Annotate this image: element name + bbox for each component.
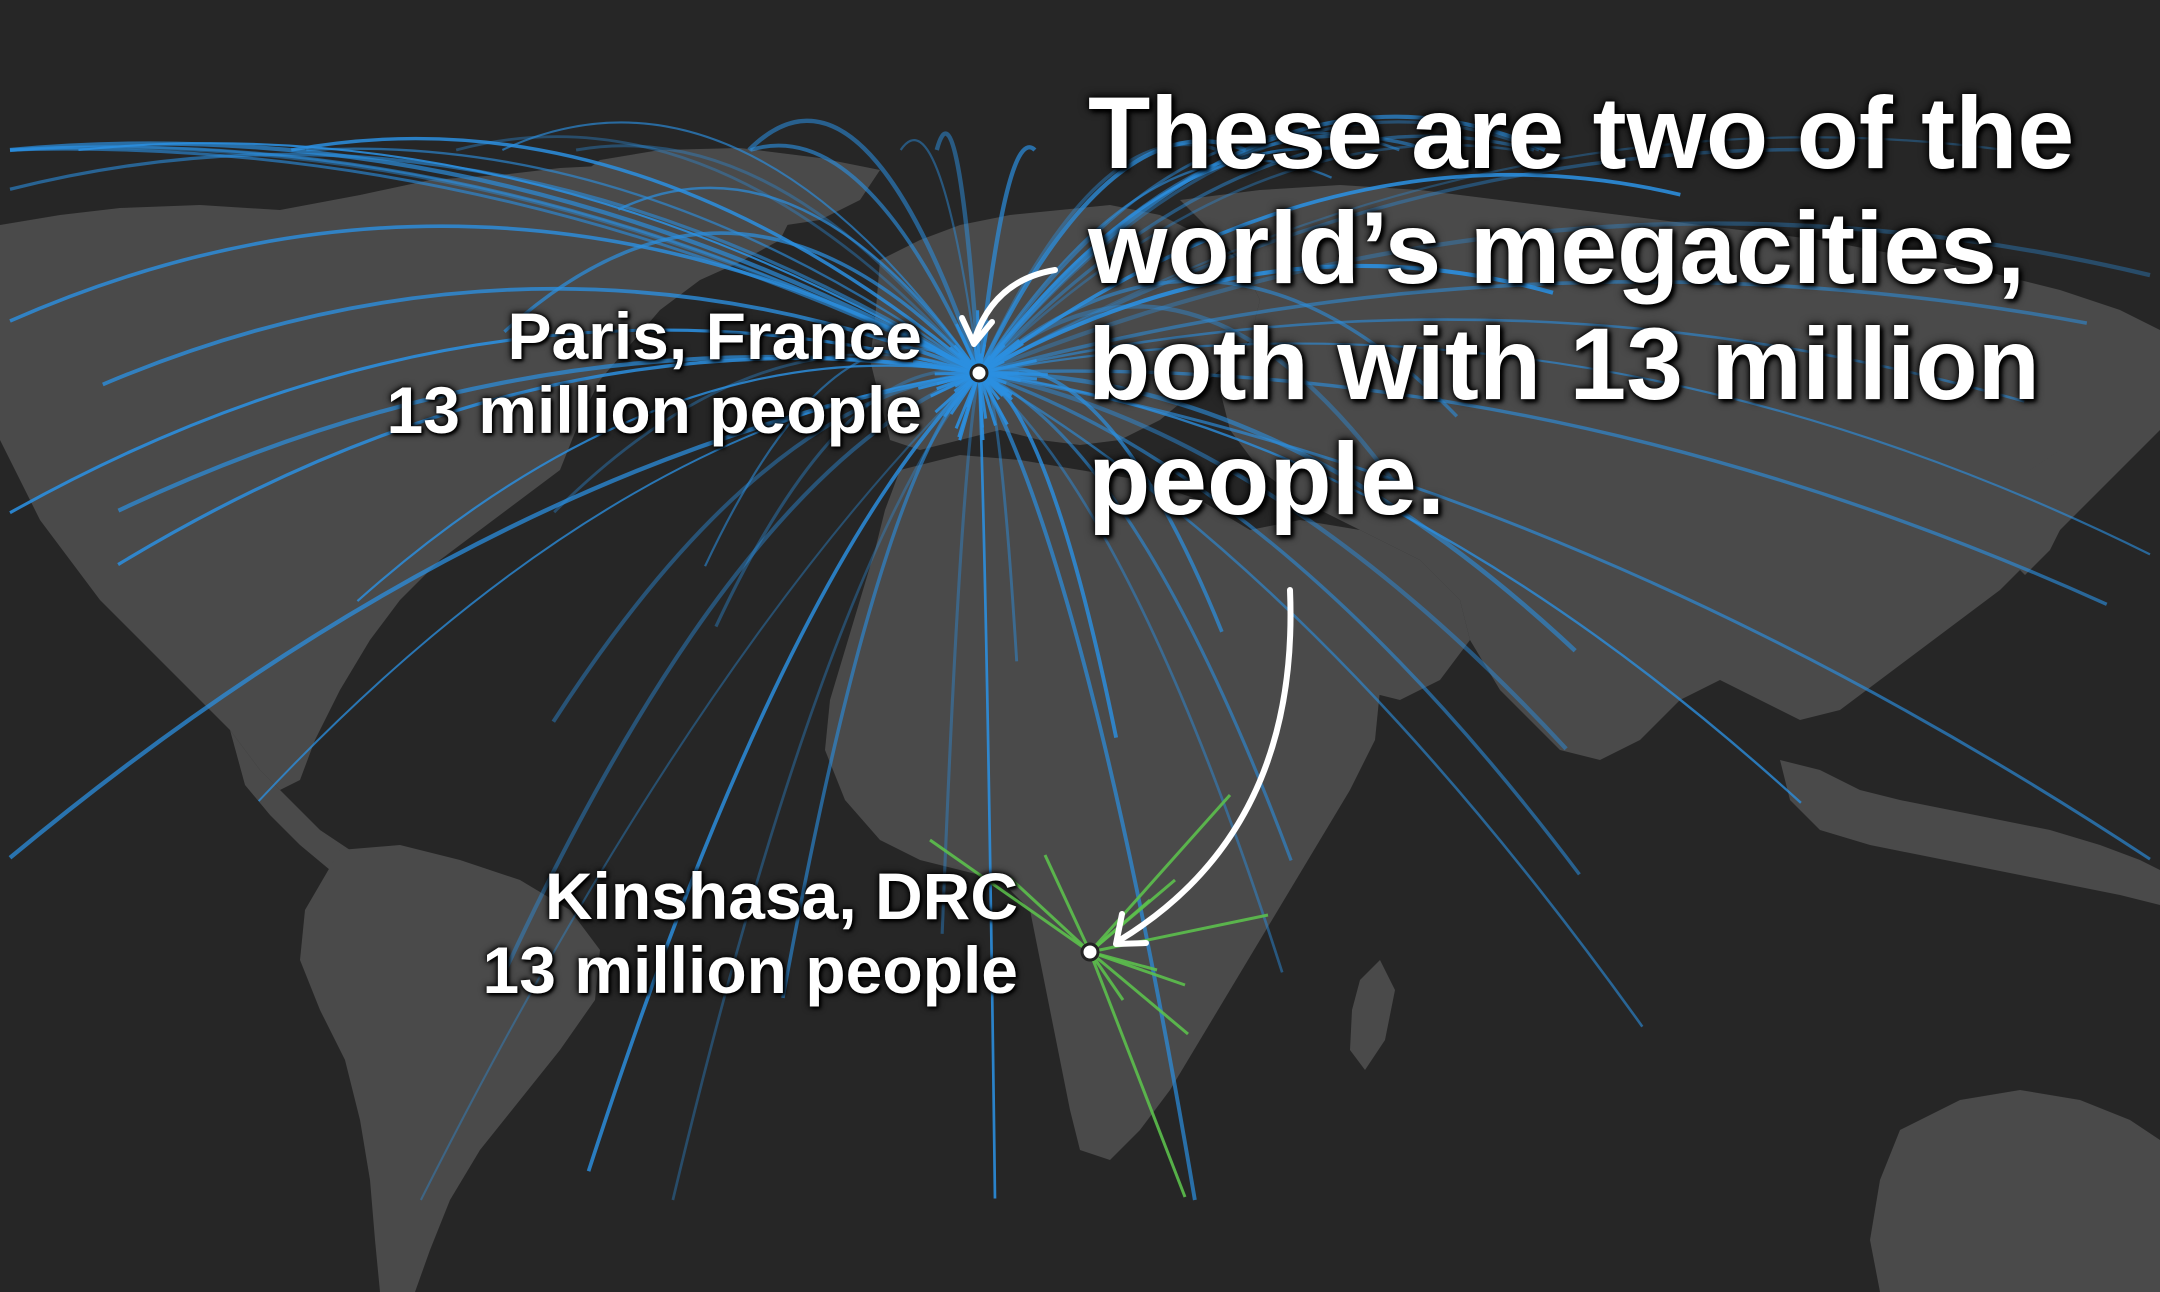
headline-line: world’s megacities, bbox=[1088, 191, 2026, 306]
paris-connection-line bbox=[978, 369, 2108, 606]
kinshasa-arrow bbox=[1117, 587, 1294, 943]
paris-connection-line bbox=[117, 354, 980, 513]
paris-connection-line bbox=[977, 114, 1546, 375]
headline: These are two of the world’s megacities,… bbox=[1088, 76, 2148, 537]
kinshasa-label: Kinshasa, DRC 13 million people bbox=[200, 859, 1018, 1008]
paris-connection-line bbox=[978, 371, 1284, 973]
paris-connection-line bbox=[978, 342, 2151, 556]
kinshasa-marker bbox=[1080, 942, 1100, 962]
paris-connection-line bbox=[714, 369, 980, 628]
kinshasa-connection-line bbox=[1088, 951, 1187, 1198]
kinshasa-connection-lines bbox=[929, 794, 1269, 1198]
paris-connection-line bbox=[9, 147, 980, 375]
paris-connection-line bbox=[977, 159, 1333, 374]
north-america bbox=[0, 162, 800, 790]
paris-connection-line bbox=[9, 328, 980, 515]
paris-connection-line bbox=[977, 139, 1247, 374]
paris-connection-line bbox=[977, 372, 1197, 1201]
paris-connection-line bbox=[978, 143, 1517, 374]
paris-connection-line bbox=[978, 136, 2005, 374]
paris-label: Paris, France 13 million people bbox=[180, 299, 922, 448]
central-america bbox=[230, 730, 370, 880]
paris-burst-line bbox=[977, 372, 1009, 426]
paris-connection-line bbox=[977, 134, 1535, 375]
paris-connection-line bbox=[934, 131, 982, 374]
headline-line: These are two of the bbox=[1088, 76, 2075, 190]
paris-connection-line bbox=[419, 372, 980, 1201]
paris-connection-line bbox=[978, 371, 1644, 1028]
paris-connection-line bbox=[977, 263, 1554, 375]
kinshasa-connection-line bbox=[1089, 950, 1158, 972]
south-america bbox=[300, 845, 600, 1292]
paris-connection-line bbox=[9, 141, 981, 375]
paris-connection-line bbox=[747, 118, 982, 374]
kinshasa-connection-line bbox=[1088, 794, 1232, 953]
asia bbox=[1180, 185, 2160, 760]
paris-city-name: Paris, France bbox=[507, 299, 922, 373]
kinshasa-connection-line bbox=[929, 838, 1091, 954]
paris-population: 13 million people bbox=[386, 372, 922, 447]
paris-connection-line bbox=[978, 280, 2088, 375]
paris-connection-line bbox=[940, 372, 981, 934]
kinshasa-city-name: Kinshasa, DRC bbox=[544, 859, 1018, 933]
kinshasa-connection-line bbox=[1008, 876, 1092, 954]
paris-burst-line bbox=[958, 372, 981, 441]
headline-line: people. bbox=[1088, 421, 1446, 536]
paris-arrow bbox=[972, 267, 1058, 341]
paris-connection-line bbox=[671, 372, 981, 1201]
paris-connection-line bbox=[8, 370, 980, 860]
paris-connection-line bbox=[493, 371, 980, 995]
australia bbox=[1870, 1090, 2160, 1292]
paris-connection-line bbox=[9, 145, 980, 375]
paris-marker bbox=[969, 363, 989, 383]
kinshasa-arrow-head bbox=[1113, 911, 1149, 947]
kinshasa-connection-line bbox=[1088, 951, 1125, 1001]
paris-connection-line bbox=[899, 139, 981, 374]
paris-connection-line bbox=[586, 371, 981, 1172]
paris-connection-line bbox=[290, 136, 981, 375]
africa bbox=[825, 455, 1380, 1160]
paris-connection-line bbox=[575, 144, 981, 374]
headline-line: both with 13 million bbox=[1088, 306, 2040, 421]
paris-connection-line bbox=[978, 370, 1577, 653]
paris-connection-line bbox=[102, 286, 980, 387]
kinshasa-population: 13 million people bbox=[482, 932, 1018, 1007]
paris-connection-line bbox=[977, 372, 997, 1199]
paris-connection-line bbox=[617, 186, 981, 374]
paris-connection-line bbox=[978, 370, 1568, 751]
paris-connection-line bbox=[978, 371, 1293, 862]
kinshasa-connection-line bbox=[1043, 854, 1092, 953]
paris-connection-line bbox=[978, 371, 1581, 876]
paris-connection-line bbox=[978, 371, 2151, 861]
paris-connection-line bbox=[978, 147, 1829, 375]
paris-connection-line bbox=[977, 172, 1681, 375]
land-masses bbox=[0, 148, 2160, 1292]
southeast-asia bbox=[1780, 760, 2160, 905]
paris-burst-line bbox=[978, 359, 1037, 375]
paris-connection-line bbox=[978, 221, 2151, 375]
paris-connection-line bbox=[978, 318, 2025, 403]
arabia bbox=[1250, 520, 1470, 700]
paris-connection-line bbox=[356, 364, 980, 602]
paris-connection-line bbox=[306, 147, 980, 374]
kinshasa-connection-line bbox=[1089, 950, 1189, 1036]
paris-connection-line bbox=[978, 366, 1224, 633]
madagascar bbox=[1350, 960, 1395, 1070]
japan bbox=[2010, 450, 2080, 575]
paris-connection-line bbox=[501, 121, 980, 374]
paris-connection-line bbox=[978, 371, 1802, 804]
paris-connection-line bbox=[750, 143, 981, 374]
paris-arrow-head bbox=[959, 315, 995, 347]
